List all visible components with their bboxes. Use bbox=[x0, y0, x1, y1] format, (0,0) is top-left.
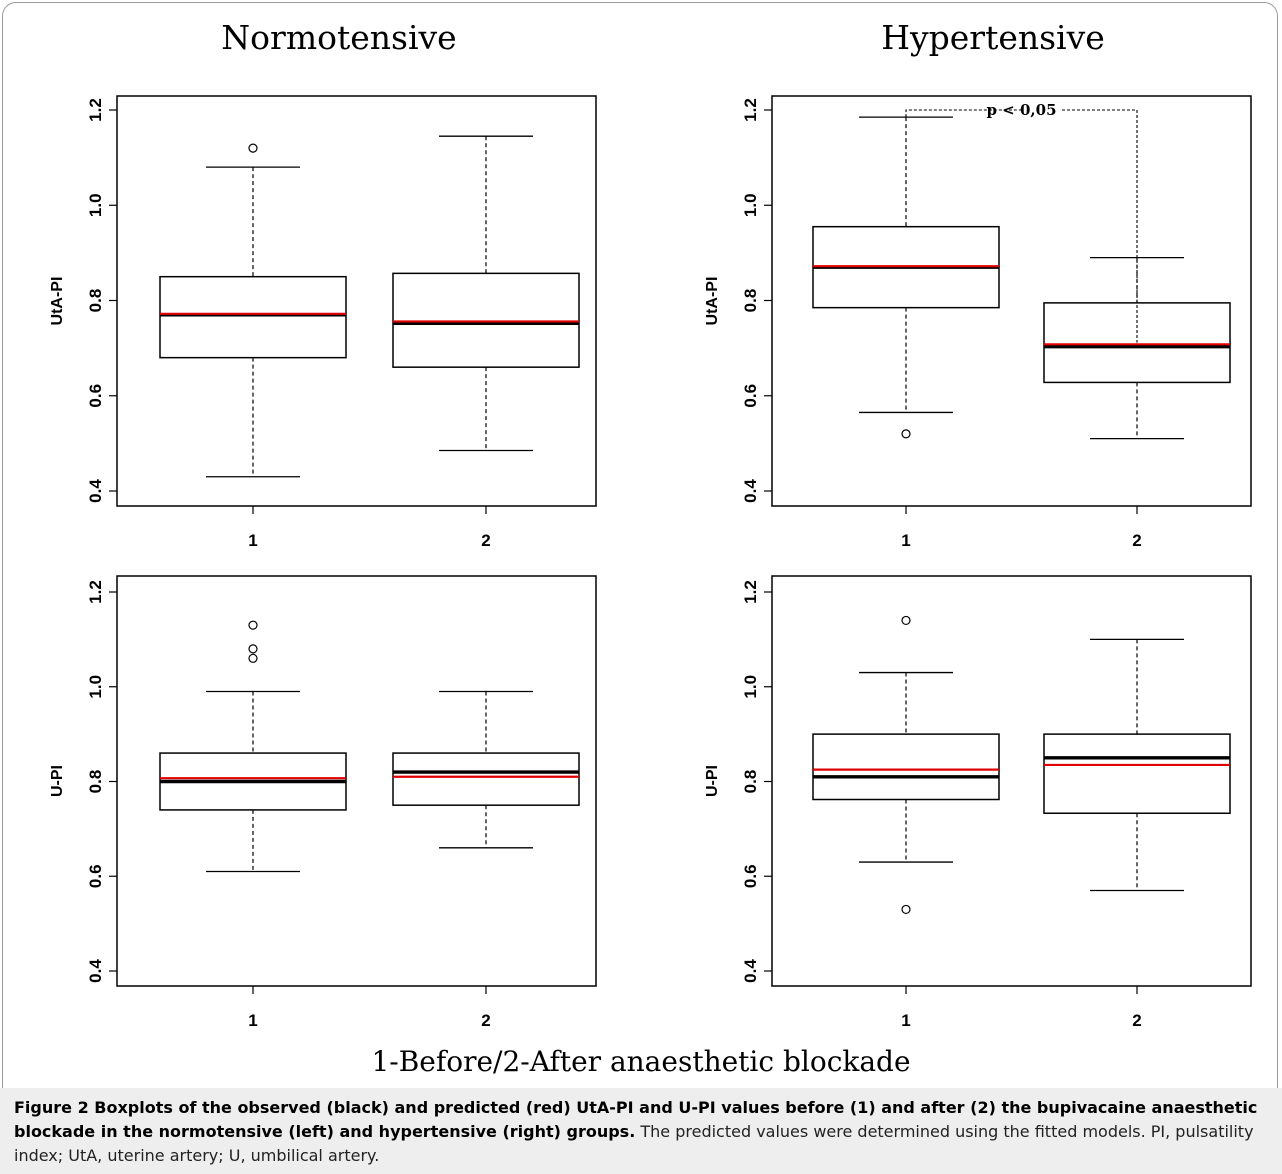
y-tick-label: 0.6 bbox=[741, 864, 760, 888]
outlier-point bbox=[248, 653, 258, 663]
y-tick-label: 1.0 bbox=[741, 193, 760, 217]
box-category-2 bbox=[392, 135, 580, 452]
y-axis-label: U-PI bbox=[704, 765, 721, 797]
y-tick-label: 1.0 bbox=[86, 675, 105, 699]
outlier-point bbox=[901, 904, 911, 915]
y-tick-label: 0.6 bbox=[741, 384, 760, 408]
y-tick-label: 0.6 bbox=[86, 384, 105, 408]
y-tick-label: 0.4 bbox=[86, 959, 105, 983]
outlier-point bbox=[901, 429, 911, 439]
y-tick-label: 0.8 bbox=[741, 770, 760, 794]
y-axis-label: UtA-PI bbox=[49, 277, 66, 326]
y-axis-label: UtA-PI bbox=[704, 277, 721, 326]
box-category-2 bbox=[1043, 638, 1231, 892]
y-axis-label: U-PI bbox=[49, 765, 66, 797]
box-category-1 bbox=[159, 620, 347, 873]
outlier-point bbox=[248, 620, 258, 630]
y-tick-label: 0.6 bbox=[86, 864, 105, 888]
x-tick-label: 2 bbox=[1132, 531, 1141, 550]
y-tick-label: 0.8 bbox=[86, 770, 105, 794]
x-axis-caption: 1-Before/2-After anaesthetic blockade bbox=[371, 1045, 911, 1078]
y-tick-label: 1.2 bbox=[741, 98, 760, 122]
y-tick-label: 1.0 bbox=[86, 193, 105, 217]
x-tick-label: 2 bbox=[1132, 1011, 1141, 1030]
outlier-point bbox=[248, 644, 258, 654]
box-iqr bbox=[1043, 302, 1231, 384]
box-iqr bbox=[392, 752, 580, 806]
x-tick-label: 2 bbox=[481, 531, 490, 550]
box-category-2 bbox=[1043, 256, 1231, 440]
y-tick-label: 0.4 bbox=[741, 479, 760, 503]
figure-caption: Figure 2 Boxplots of the observed (black… bbox=[0, 1088, 1282, 1174]
y-tick-label: 0.4 bbox=[741, 959, 760, 983]
caption-bold: Figure 2 Boxplots of the observed (black… bbox=[14, 1098, 1258, 1141]
box-category-1 bbox=[812, 615, 1000, 915]
significance-annotation: p < 0,05 bbox=[986, 101, 1056, 119]
panel-2: 0.4 0.6 0.8 1.0 1.2 U-PI 1 2 bbox=[49, 575, 597, 1030]
panel-3: 0.4 0.6 0.8 1.0 1.2 U-PI 1 2 bbox=[704, 575, 1252, 1030]
caption-text: The predicted values were determined usi… bbox=[14, 1122, 1254, 1165]
y-tick-label: 1.2 bbox=[741, 580, 760, 604]
outlier-point bbox=[248, 143, 258, 153]
title-hypertensive: Hypertensive bbox=[881, 18, 1105, 57]
x-tick-label: 1 bbox=[901, 531, 910, 550]
x-tick-label: 1 bbox=[248, 531, 257, 550]
y-tick-label: 1.0 bbox=[741, 675, 760, 699]
y-tick-label: 1.2 bbox=[86, 98, 105, 122]
box-category-1 bbox=[812, 116, 1000, 439]
box-iqr bbox=[392, 272, 580, 368]
significance-bracket-right bbox=[1062, 109, 1138, 343]
x-tick-label: 2 bbox=[481, 1011, 490, 1030]
y-tick-label: 1.2 bbox=[86, 580, 105, 604]
y-tick-label: 0.8 bbox=[86, 289, 105, 313]
y-tick-label: 0.8 bbox=[741, 289, 760, 313]
box-iqr bbox=[1043, 733, 1231, 814]
x-tick-label: 1 bbox=[248, 1011, 257, 1030]
box-iqr bbox=[812, 733, 1000, 801]
box-iqr bbox=[159, 275, 347, 359]
box-category-1 bbox=[159, 143, 347, 478]
x-tick-label: 1 bbox=[901, 1011, 910, 1030]
title-normotensive: Normotensive bbox=[221, 18, 457, 57]
panel-0: 0.4 0.6 0.8 1.0 1.2 UtA-PI 1 2 bbox=[49, 95, 597, 550]
panel-1: 0.4 0.6 0.8 1.0 1.2 UtA-PI 1 2 p < 0,05 bbox=[704, 95, 1252, 550]
y-tick-label: 0.4 bbox=[86, 479, 105, 503]
significance-bracket-left bbox=[905, 109, 1021, 118]
outlier-point bbox=[901, 615, 911, 626]
box-category-2 bbox=[392, 690, 580, 849]
